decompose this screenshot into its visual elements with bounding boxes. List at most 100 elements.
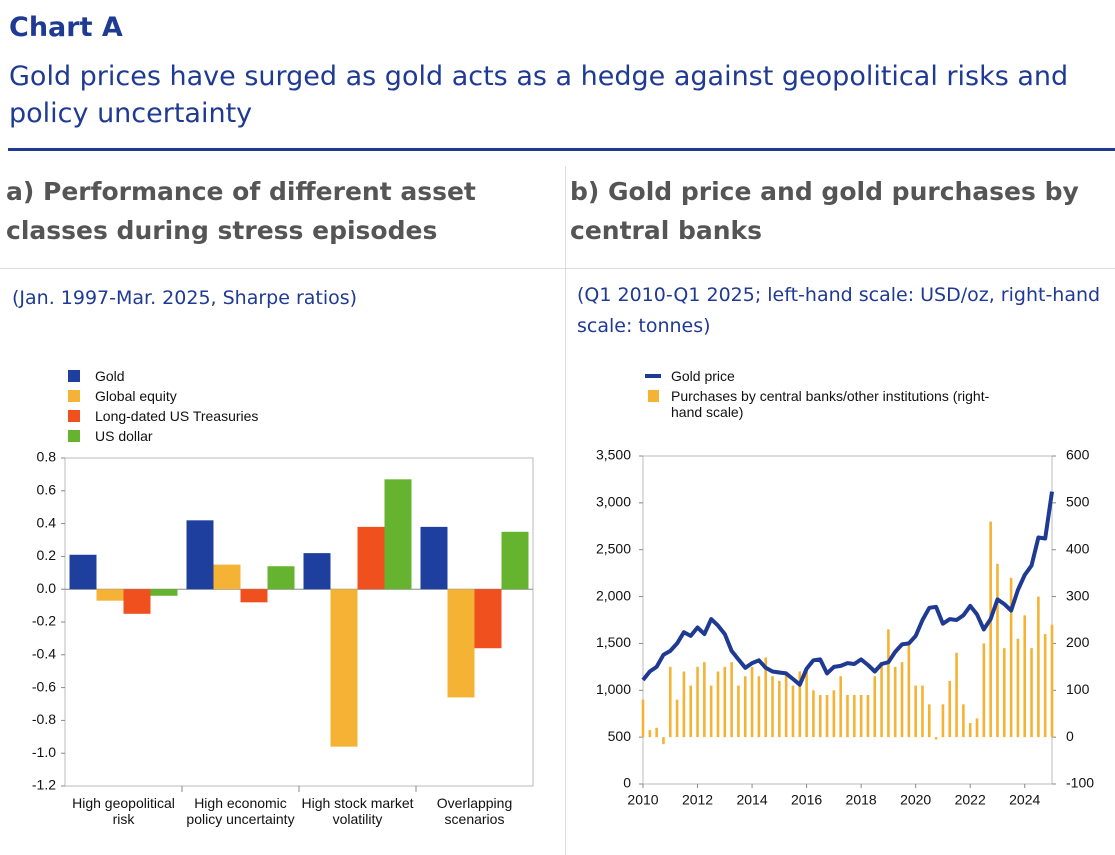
- bar: [853, 694, 856, 738]
- bar: [1050, 624, 1054, 738]
- bar: [921, 685, 924, 738]
- legend-label: Gold: [95, 368, 125, 384]
- y2-tick-label: 200: [1066, 634, 1090, 650]
- bar: [1016, 638, 1020, 738]
- legend-label: US dollar: [95, 428, 153, 444]
- legend-swatch: [648, 390, 659, 402]
- x-tick-label: 2012: [682, 792, 713, 808]
- bar: [1009, 577, 1013, 738]
- title-rule: [8, 148, 1115, 151]
- bar: [873, 676, 877, 738]
- bar: [357, 526, 385, 590]
- bar: [846, 694, 849, 738]
- bar: [764, 657, 767, 738]
- bar: [859, 694, 863, 738]
- bar: [900, 662, 904, 738]
- bar: [975, 718, 979, 738]
- bar: [641, 699, 645, 738]
- x-tick-label: 2018: [846, 792, 877, 808]
- y2-tick-label: -100: [1066, 775, 1094, 791]
- divider: [565, 166, 566, 855]
- bar: [737, 685, 740, 738]
- bar: [330, 589, 358, 747]
- y2-tick-label: 400: [1066, 540, 1090, 556]
- y-tick-label: 0.6: [37, 482, 57, 498]
- y-tick-label: 1,000: [596, 681, 631, 697]
- bar: [982, 643, 986, 738]
- y-tick-label: -1.0: [32, 744, 56, 760]
- bar: [675, 699, 679, 738]
- bar: [948, 680, 952, 738]
- legend-swatch: [68, 370, 80, 382]
- bar: [805, 671, 808, 738]
- y-tick-label: -0.4: [32, 646, 56, 662]
- bar: [1043, 634, 1047, 738]
- bar: [743, 676, 747, 738]
- bar: [501, 531, 529, 590]
- y2-tick-label: 600: [1066, 447, 1090, 463]
- bar: [1030, 648, 1033, 738]
- bar: [928, 704, 931, 738]
- bar: [866, 694, 870, 738]
- bar: [384, 479, 412, 590]
- y2-tick-label: 0: [1066, 728, 1074, 744]
- y-tick-label: 0.0: [37, 580, 57, 596]
- bar: [240, 589, 268, 603]
- bar: [784, 671, 788, 738]
- bar: [186, 520, 214, 590]
- y-tick-label: 3,000: [596, 494, 631, 510]
- bar: [668, 666, 672, 738]
- bar: [655, 727, 658, 738]
- x-tick-label: 2014: [736, 792, 767, 808]
- bar: [893, 666, 897, 738]
- bar: [962, 704, 965, 738]
- bar: [880, 662, 883, 738]
- bar: [709, 685, 713, 738]
- y-tick-label: 3,500: [596, 447, 631, 463]
- bar: [791, 685, 795, 738]
- panel-title: a) Performance of different asset classe…: [6, 177, 476, 245]
- bar: [303, 553, 331, 590]
- y2-tick-label: 500: [1066, 494, 1090, 510]
- bar: [1023, 615, 1027, 738]
- bar: [648, 730, 652, 738]
- bar: [750, 666, 754, 738]
- bar: [447, 589, 475, 698]
- panel-subtitle: (Q1 2010-Q1 2025; left-hand scale: USD/o…: [577, 284, 1101, 337]
- bar: [689, 685, 693, 738]
- y-tick-label: 2,000: [596, 587, 631, 603]
- x-tick-label: 2022: [955, 792, 986, 808]
- y-tick-label: 0.2: [37, 547, 57, 563]
- bar: [123, 589, 151, 614]
- x-tick-label: Overlapping scenarios: [436, 795, 513, 827]
- x-tick-label: High economic policy uncertainty: [186, 795, 295, 827]
- y-tick-label: -1.2: [32, 777, 56, 793]
- bar: [914, 685, 917, 738]
- bar: [839, 676, 842, 738]
- bar: [989, 521, 992, 738]
- y2-tick-label: 300: [1066, 587, 1090, 603]
- y-tick-label: -0.2: [32, 613, 56, 629]
- bar: [832, 690, 836, 738]
- bar: [941, 704, 945, 738]
- bar: [825, 694, 829, 738]
- legend-label: Global equity: [95, 388, 177, 404]
- x-tick-label: 2024: [1009, 792, 1040, 808]
- x-tick-label: 2010: [627, 792, 658, 808]
- bar: [1037, 596, 1040, 738]
- bar: [213, 564, 241, 590]
- y-tick-label: -0.8: [32, 711, 56, 727]
- x-tick-label: 2016: [791, 792, 822, 808]
- panel-title: b) Gold price and gold purchases by cent…: [570, 177, 1079, 245]
- bar: [150, 589, 178, 596]
- legend-label: Purchases by central banks/other institu…: [671, 388, 990, 420]
- main-title: Gold prices have surged as gold acts as …: [9, 61, 1069, 129]
- bar: [757, 676, 761, 738]
- legend-label: Long-dated US Treasuries: [95, 408, 259, 424]
- legend-swatch: [68, 410, 80, 422]
- bar: [798, 671, 802, 738]
- y-tick-label: 0: [623, 775, 631, 791]
- bar: [968, 723, 972, 738]
- plot-frame: [642, 455, 1053, 785]
- bar: [778, 680, 781, 738]
